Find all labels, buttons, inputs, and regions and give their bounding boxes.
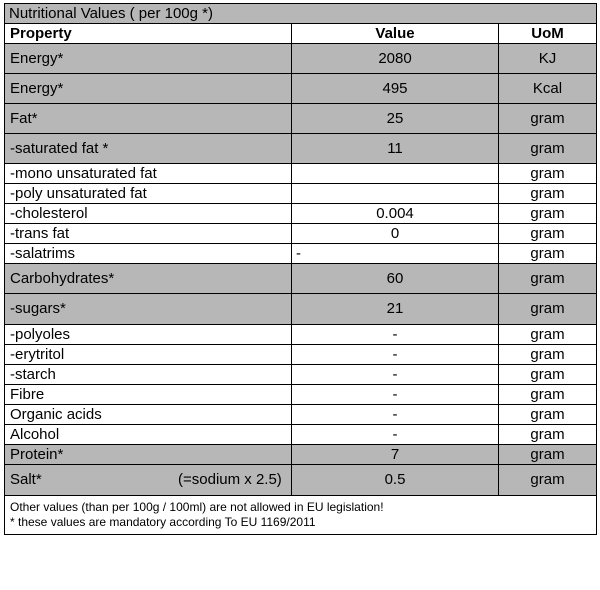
table-row: -saturated fat * 11 gram — [4, 133, 597, 164]
row-uom: gram — [498, 293, 597, 325]
row-value: - — [291, 324, 499, 345]
table-row: -trans fat 0 gram — [4, 223, 597, 244]
row-value: 25 — [291, 103, 499, 134]
row-value: 2080 — [291, 43, 499, 74]
nutrition-sheet: Nutritional Values ( per 100g *) Propert… — [4, 3, 597, 535]
table-row: Organic acids - gram — [4, 404, 597, 425]
table-row: -cholesterol 0.004 gram — [4, 203, 597, 224]
row-property: -sugars* — [4, 293, 292, 325]
row-value: - — [291, 344, 499, 365]
table-row: Fat* 25 gram — [4, 103, 597, 134]
row-property: -trans fat — [4, 223, 292, 244]
row-value: 11 — [291, 133, 499, 164]
row-value: - — [291, 424, 499, 445]
row-uom: gram — [498, 464, 597, 496]
table-row: Salt* (=sodium x 2.5) 0.5 gram — [4, 464, 597, 496]
table-row: Energy* 2080 KJ — [4, 43, 597, 74]
row-uom: KJ — [498, 43, 597, 74]
row-value: - — [291, 364, 499, 385]
row-value: 21 — [291, 293, 499, 325]
row-uom: gram — [498, 364, 597, 385]
footer-notes: Other values (than per 100g / 100ml) are… — [4, 495, 597, 535]
row-uom: gram — [498, 263, 597, 294]
table-row: Carbohydrates* 60 gram — [4, 263, 597, 294]
title-row: Nutritional Values ( per 100g *) — [4, 3, 597, 24]
row-property: Fat* — [4, 103, 292, 134]
row-property: Organic acids — [4, 404, 292, 425]
row-value — [291, 183, 499, 204]
row-value — [291, 163, 499, 184]
row-value: 495 — [291, 73, 499, 104]
row-uom: gram — [498, 163, 597, 184]
header-property: Property — [4, 23, 292, 44]
row-property: -poly unsaturated fat — [4, 183, 292, 204]
row-uom: gram — [498, 203, 597, 224]
nutrition-table: Nutritional Values ( per 100g *) Propert… — [4, 3, 597, 535]
row-uom: Kcal — [498, 73, 597, 104]
row-property: Fibre — [4, 384, 292, 405]
table-row: -starch - gram — [4, 364, 597, 385]
row-value: - — [291, 243, 499, 264]
row-uom: gram — [498, 243, 597, 264]
row-property: -erytritol — [4, 344, 292, 365]
row-property: Protein* — [4, 444, 292, 465]
row-value: - — [291, 384, 499, 405]
row-uom: gram — [498, 223, 597, 244]
table-row: -poly unsaturated fat gram — [4, 183, 597, 204]
row-property: -starch — [4, 364, 292, 385]
table-row: -erytritol - gram — [4, 344, 597, 365]
row-uom: gram — [498, 404, 597, 425]
row-property: -saturated fat * — [4, 133, 292, 164]
footer-line-eu-values: Other values (than per 100g / 100ml) are… — [10, 500, 384, 514]
table-row: -sugars* 21 gram — [4, 293, 597, 325]
row-value: - — [291, 404, 499, 425]
row-property: -salatrims — [4, 243, 292, 264]
row-uom: gram — [498, 384, 597, 405]
row-value: 7 — [291, 444, 499, 465]
row-property: Salt* (=sodium x 2.5) — [4, 464, 292, 496]
row-uom: gram — [498, 183, 597, 204]
row-uom: gram — [498, 133, 597, 164]
row-value: 0.5 — [291, 464, 499, 496]
row-uom: gram — [498, 324, 597, 345]
row-uom: gram — [498, 103, 597, 134]
table-row: Fibre - gram — [4, 384, 597, 405]
table-row: Alcohol - gram — [4, 424, 597, 445]
table-row: -polyoles - gram — [4, 324, 597, 345]
footer-line-mandatory: * these values are mandatory according T… — [10, 515, 316, 529]
row-property: Energy* — [4, 43, 292, 74]
table-title: Nutritional Values ( per 100g *) — [4, 3, 597, 24]
table-row: Energy* 495 Kcal — [4, 73, 597, 104]
row-property: Carbohydrates* — [4, 263, 292, 294]
footer-row: Other values (than per 100g / 100ml) are… — [4, 495, 597, 535]
header-row: Property Value UoM — [4, 23, 597, 44]
row-value: 60 — [291, 263, 499, 294]
row-uom: gram — [498, 444, 597, 465]
table-row: -mono unsaturated fat gram — [4, 163, 597, 184]
row-value: 0 — [291, 223, 499, 244]
row-property: Alcohol — [4, 424, 292, 445]
row-property: Energy* — [4, 73, 292, 104]
row-value: 0.004 — [291, 203, 499, 224]
table-row: Protein* 7 gram — [4, 444, 597, 465]
row-uom: gram — [498, 424, 597, 445]
row-property: -polyoles — [4, 324, 292, 345]
row-property: -mono unsaturated fat — [4, 163, 292, 184]
table-row: -salatrims - gram — [4, 243, 597, 264]
header-value: Value — [291, 23, 499, 44]
header-uom: UoM — [498, 23, 597, 44]
row-property: -cholesterol — [4, 203, 292, 224]
salt-sodium-note: (=sodium x 2.5) — [178, 471, 282, 488]
row-uom: gram — [498, 344, 597, 365]
salt-label: Salt* — [10, 471, 42, 488]
